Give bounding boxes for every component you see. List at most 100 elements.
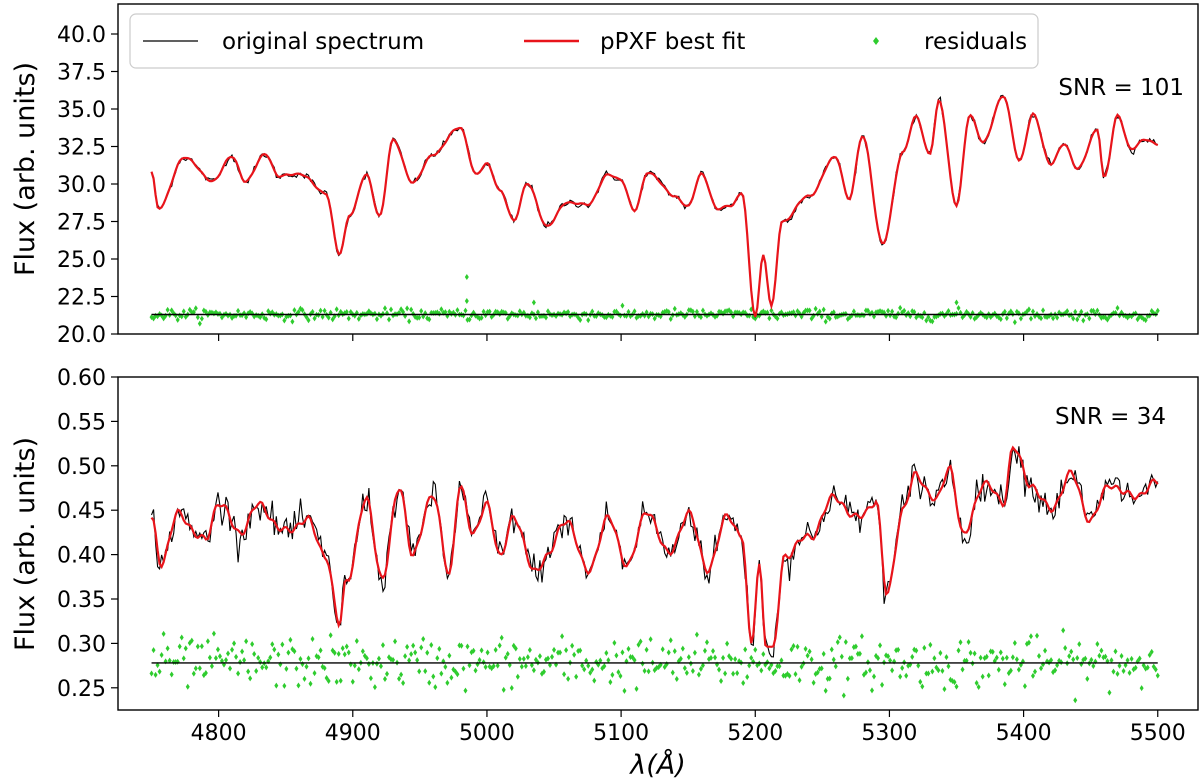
residual-point: [1105, 316, 1110, 323]
residual-point: [320, 313, 325, 320]
residual-point: [1139, 685, 1144, 692]
residual-point: [582, 666, 587, 673]
residual-point: [334, 306, 339, 313]
residual-point: [956, 647, 961, 654]
residual-point: [1055, 314, 1060, 321]
residual-point: [525, 654, 530, 661]
residual-point: [1041, 307, 1046, 314]
residual-point: [745, 674, 750, 681]
residual-point: [1081, 317, 1086, 324]
residual-point: [199, 643, 204, 650]
residual-point: [161, 630, 166, 637]
residual-point: [159, 651, 164, 658]
residual-point: [344, 643, 349, 650]
residual-point: [149, 670, 154, 677]
residual-point: [465, 643, 470, 650]
residual-point: [336, 650, 341, 657]
residual-point: [968, 649, 973, 656]
residual-point: [602, 663, 607, 670]
residual-point: [254, 668, 259, 675]
residual-point: [376, 655, 381, 662]
residual-point: [529, 662, 534, 669]
residual-point: [984, 314, 989, 321]
residual-point: [248, 675, 253, 682]
residual-point: [566, 675, 571, 682]
residual-point: [296, 308, 301, 315]
residual-point: [672, 648, 677, 655]
residual-point: [791, 642, 796, 649]
residual-point: [996, 666, 1001, 673]
residual-point: [1000, 655, 1005, 662]
residual-point: [332, 649, 337, 656]
residual-point: [952, 679, 957, 686]
residual-point: [459, 642, 464, 649]
residual-point: [292, 307, 297, 314]
residual-point: [1085, 675, 1090, 682]
residual-point: [175, 316, 180, 323]
residual-point: [702, 647, 707, 654]
residual-point: [195, 314, 200, 321]
residual-point: [499, 634, 504, 641]
residual-point: [974, 679, 979, 686]
residual-point: [407, 318, 412, 325]
residual-point: [368, 675, 373, 682]
residual-point: [972, 650, 977, 657]
bottom-snr-annotation: SNR = 34: [1055, 404, 1166, 430]
residual-point: [912, 309, 917, 316]
residual-point: [517, 656, 522, 663]
residual-point: [1121, 668, 1126, 675]
residual-point: [242, 657, 247, 664]
residual-point: [276, 651, 281, 658]
residual-point: [590, 666, 595, 673]
residuals-series: [149, 627, 1160, 704]
residual-point: [717, 666, 722, 673]
residual-point: [437, 310, 442, 317]
residual-point: [415, 657, 420, 664]
residual-point: [213, 655, 218, 662]
residual-point: [234, 653, 239, 660]
y-tick-label: 0.50: [57, 455, 106, 480]
residual-point: [1073, 308, 1078, 315]
residual-point: [322, 665, 327, 672]
residual-point: [228, 665, 233, 672]
residual-point: [191, 670, 196, 677]
residual-point: [1069, 648, 1074, 655]
residual-point: [258, 659, 263, 666]
residual-point: [300, 307, 305, 314]
residual-point: [890, 308, 895, 315]
residual-point: [1059, 659, 1064, 666]
residual-point: [336, 312, 341, 319]
residual-point: [479, 647, 484, 654]
residual-point: [851, 308, 856, 315]
residual-point: [1026, 306, 1031, 313]
residual-point: [521, 655, 526, 662]
residual-point: [217, 653, 222, 660]
residual-point: [558, 649, 563, 656]
residual-point: [713, 654, 718, 661]
residual-point: [694, 308, 699, 315]
residual-point: [1002, 681, 1007, 688]
residual-point: [294, 665, 299, 672]
residual-point: [244, 638, 249, 645]
legend-box: [129, 13, 1039, 69]
residual-point: [1095, 307, 1100, 314]
residual-point: [330, 316, 335, 323]
residual-point: [324, 675, 329, 682]
residual-point: [533, 315, 538, 322]
residual-point: [1155, 307, 1160, 314]
residual-point: [711, 648, 716, 655]
residual-point: [477, 656, 482, 663]
residual-point: [1153, 666, 1158, 673]
residual-point: [318, 307, 323, 314]
residual-point: [211, 630, 216, 637]
residual-point: [280, 641, 285, 648]
residual-point: [729, 309, 734, 316]
residual-point: [374, 660, 379, 667]
residual-point: [986, 672, 991, 679]
x-tick-label: 5200: [727, 721, 783, 746]
residual-point: [181, 655, 186, 662]
residual-point: [411, 642, 416, 649]
residual-point: [867, 667, 872, 674]
residual-point: [920, 314, 925, 321]
residual-point: [151, 647, 156, 654]
